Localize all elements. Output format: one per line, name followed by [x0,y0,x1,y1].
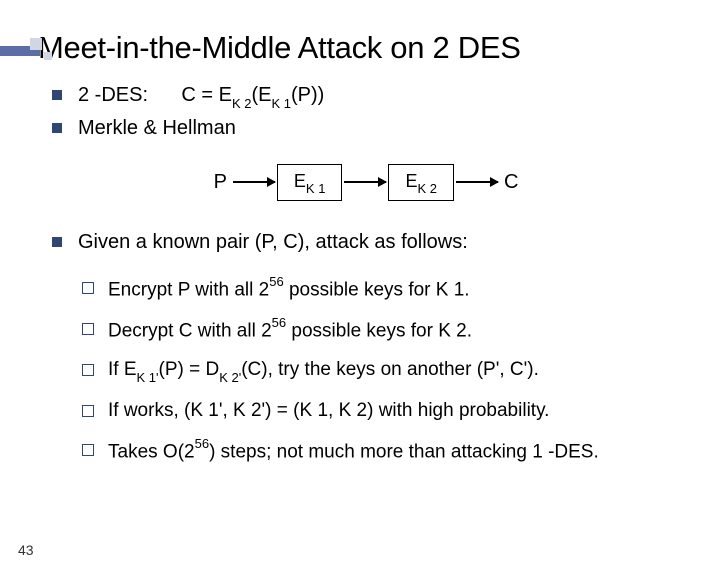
diagram-p: P [210,171,231,194]
s3b: (P) = D [159,359,220,380]
ek1-s: K 1 [306,181,326,196]
step-works: If works, (K 1', K 2') = (K 1, K 2) with… [82,399,680,424]
arrow-icon [233,181,275,183]
b1-eq-l: C = E [181,84,232,106]
step-decrypt: Decrypt C with all 256 possible keys for… [82,317,680,344]
s3s1: K 1' [137,370,159,385]
bullet-merkle: Merkle & Hellman [52,115,680,142]
bullet-2des: 2 -DES: C = EK 2(EK 1(P)) [52,82,680,111]
arrow-icon [344,181,386,183]
s2b: possible keys for K 2. [286,320,472,341]
page-number: 43 [18,542,34,558]
s5a: Takes O(2 [108,441,195,462]
slide-content: 2 -DES: C = EK 2(EK 1(P)) Merkle & Hellm… [52,82,680,465]
slide-title: Meet-in-the-Middle Attack on 2 DES [38,30,700,66]
s5exp: 56 [195,436,209,451]
bullet-given: Given a known pair (P, C), attack as fol… [52,229,680,256]
s3c: (C), try the keys on another (P', C'). [241,359,539,380]
step-encrypt: Encrypt P with all 256 possible keys for… [82,276,680,303]
top-bullet-list: 2 -DES: C = EK 2(EK 1(P)) Merkle & Hellm… [52,82,680,142]
ek2-l: E [405,171,417,191]
s3a: If E [108,359,137,380]
s1a: Encrypt P with all 2 [108,279,269,300]
steps-list: Encrypt P with all 256 possible keys for… [82,276,680,464]
arrow-icon [456,181,498,183]
b1-sub1: K 2 [232,96,252,111]
ek1-l: E [294,171,306,191]
step-takes: Takes O(256) steps; not much more than a… [82,438,680,465]
b1-sub2: K 1 [271,96,291,111]
s5b: ) steps; not much more than attacking 1 … [209,441,599,462]
s1exp: 56 [269,274,283,289]
s2exp: 56 [272,315,286,330]
step-compare: If EK 1'(P) = DK 2'(C), try the keys on … [82,358,680,385]
diagram-ek2-box: EK 2 [388,164,454,202]
ek2-s: K 2 [417,181,437,196]
diagram-c: C [500,171,522,194]
b1-eq-m: (E [251,84,271,106]
s2a: Decrypt C with all 2 [108,320,272,341]
b1-eq-r: (P)) [291,84,324,106]
given-bullet-list: Given a known pair (P, C), attack as fol… [52,229,680,256]
b1-prefix: 2 -DES: [78,84,148,106]
s3s2: K 2' [219,370,241,385]
diagram-ek1-box: EK 1 [277,164,343,202]
slide-decoration [0,38,60,62]
s1b: possible keys for K 1. [284,279,470,300]
encryption-diagram: P EK 1 EK 2 C [52,164,680,202]
